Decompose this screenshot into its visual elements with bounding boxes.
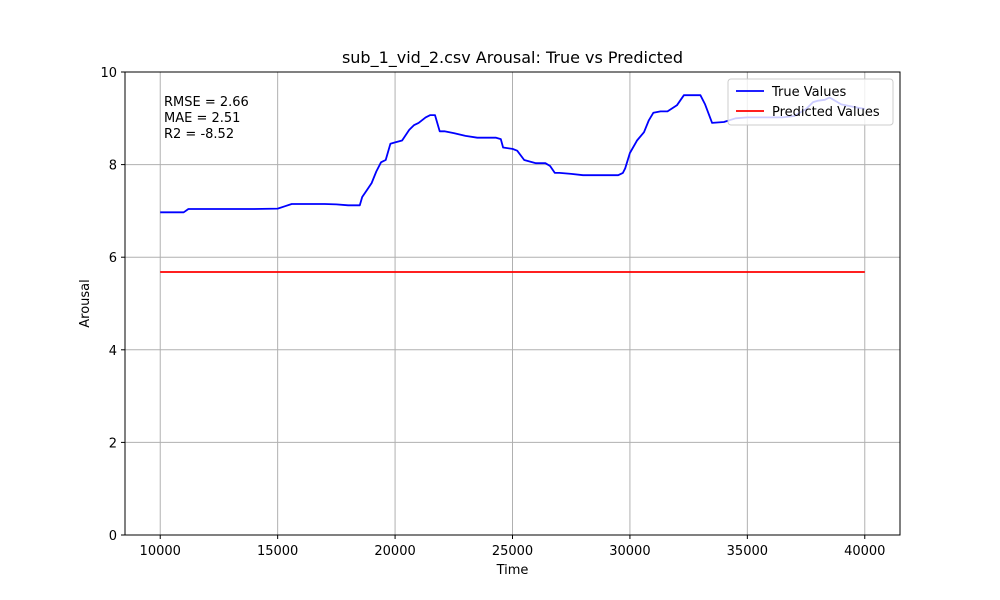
legend: True Values Predicted Values bbox=[727, 78, 894, 126]
y-tick-label: 2 bbox=[109, 436, 117, 451]
metric-annotation: RMSE = 2.66 bbox=[164, 95, 249, 110]
x-tick-label: 25000 bbox=[492, 544, 533, 559]
x-tick-label: 20000 bbox=[374, 544, 415, 559]
legend-label: Predicted Values bbox=[772, 105, 880, 120]
legend-box bbox=[727, 78, 894, 126]
metric-annotation: MAE = 2.51 bbox=[164, 111, 240, 126]
y-tick-label: 10 bbox=[100, 66, 117, 81]
legend-label: True Values bbox=[771, 85, 846, 100]
y-tick-label: 8 bbox=[109, 159, 117, 174]
x-tick-label: 10000 bbox=[140, 544, 181, 559]
y-tick-label: 0 bbox=[109, 529, 117, 544]
x-tick-label: 30000 bbox=[609, 544, 650, 559]
chart-title: sub_1_vid_2.csv Arousal: True vs Predict… bbox=[342, 48, 683, 68]
y-tick-label: 6 bbox=[109, 251, 117, 266]
tick-layer: 10000 15000 20000 25000 30000 35000 40000 0 2 4 6 8… bbox=[100, 66, 885, 559]
x-tick-label: 15000 bbox=[257, 544, 298, 559]
x-tick-label: 35000 bbox=[727, 544, 768, 559]
x-tick-label: 40000 bbox=[844, 544, 885, 559]
metric-annotation: R2 = -8.52 bbox=[164, 127, 234, 142]
x-axis-label: Time bbox=[496, 563, 529, 578]
y-tick-label: 4 bbox=[109, 344, 117, 359]
y-axis-label: Arousal bbox=[78, 279, 93, 328]
